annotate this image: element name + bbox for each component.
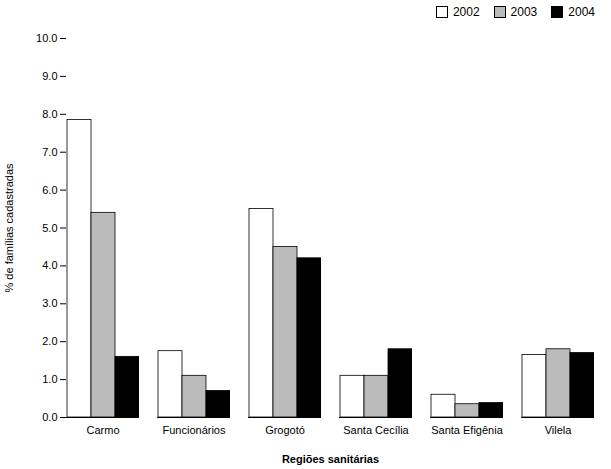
- svg-text:8.0: 8.0: [42, 108, 57, 120]
- svg-text:Vilela: Vilela: [545, 424, 573, 436]
- svg-text:Carmo: Carmo: [86, 424, 119, 436]
- svg-text:3.0: 3.0: [42, 297, 57, 309]
- svg-text:Grogotó: Grogotó: [265, 424, 305, 436]
- svg-text:7.0: 7.0: [42, 146, 57, 158]
- svg-text:10.0: 10.0: [36, 32, 57, 44]
- svg-text:9.0: 9.0: [42, 70, 57, 82]
- svg-text:Funcionários: Funcionários: [163, 424, 226, 436]
- html-text:2002: 2002: [452, 5, 480, 19]
- html-text:2004: 2004: [568, 5, 595, 19]
- svg-text:2.0: 2.0: [42, 335, 57, 347]
- svg-text:1.0: 1.0: [42, 373, 57, 385]
- svg-text:Santa Efigênia: Santa Efigênia: [431, 424, 503, 436]
- svg-text:6.0: 6.0: [42, 184, 57, 196]
- html-text:2003: 2003: [510, 5, 538, 19]
- svg-text:% de famílias cadastradas: % de famílias cadastradas: [3, 163, 15, 293]
- svg-text:5.0: 5.0: [42, 222, 57, 234]
- svg-text:Santa Cecília: Santa Cecília: [343, 424, 409, 436]
- svg-text:Regiões sanitárias: Regiões sanitárias: [282, 453, 379, 465]
- svg-text:0.0: 0.0: [42, 411, 57, 423]
- svg-text:4.0: 4.0: [42, 259, 57, 271]
